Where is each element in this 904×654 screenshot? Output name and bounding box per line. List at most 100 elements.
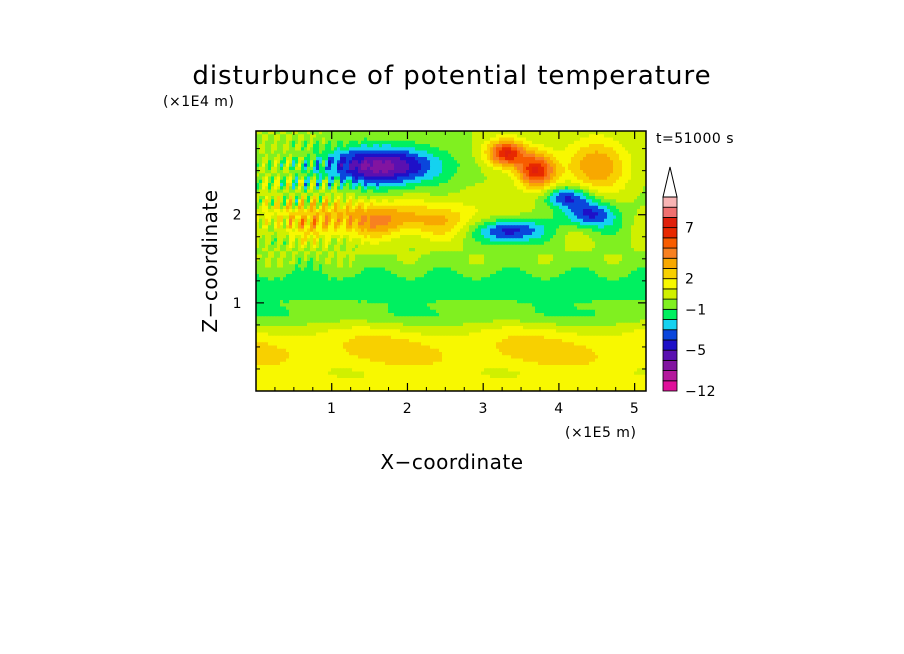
- field-cell: [556, 166, 560, 171]
- field-cell: [454, 131, 458, 135]
- field-cell: [328, 199, 332, 204]
- field-cell: [592, 160, 596, 165]
- field-cell: [517, 192, 521, 197]
- field-cell: [277, 170, 281, 174]
- field-cell: [319, 173, 323, 178]
- field-cell: [592, 218, 596, 223]
- field-cell: [466, 166, 470, 171]
- field-cell: [574, 160, 578, 165]
- field-cell: [601, 176, 605, 181]
- field-cell: [337, 183, 341, 187]
- field-cell: [418, 218, 422, 223]
- field-cell: [466, 222, 470, 226]
- field-cell: [478, 170, 482, 174]
- field-cell: [436, 144, 440, 148]
- field-cell: [289, 205, 293, 210]
- field-cell: [415, 218, 419, 223]
- field-cell: [607, 150, 611, 155]
- field-cell: [331, 166, 335, 171]
- field-cell: [505, 215, 509, 220]
- field-cell: [523, 163, 527, 168]
- field-cell: [295, 134, 299, 139]
- field-cell: [409, 157, 413, 161]
- field-cell: [607, 173, 611, 178]
- field-cell: [499, 192, 503, 197]
- field-cell: [535, 166, 539, 171]
- field-cell: [559, 186, 563, 191]
- field-cell: [625, 248, 629, 252]
- field-cell: [331, 251, 335, 256]
- field-cell: [274, 153, 278, 158]
- field-cell: [310, 140, 314, 145]
- field-cell: [535, 196, 539, 200]
- field-cell: [433, 157, 437, 161]
- field-cell: [394, 251, 398, 256]
- field-cell: [448, 150, 452, 155]
- field-cell: [448, 173, 452, 178]
- field-cell: [364, 163, 368, 168]
- field-cell: [328, 251, 332, 256]
- field-cell: [346, 248, 350, 252]
- field-cell: [268, 199, 272, 204]
- field-cell: [493, 183, 497, 187]
- field-cell: [346, 153, 350, 158]
- field-cell: [619, 144, 623, 148]
- field-cell: [619, 134, 623, 139]
- field-cell: [403, 196, 407, 200]
- field-cell: [301, 144, 305, 148]
- field-cell: [307, 134, 311, 139]
- field-cell: [604, 166, 608, 171]
- field-cell: [295, 144, 299, 148]
- field-cell: [262, 248, 266, 252]
- field-cell: [433, 192, 437, 197]
- field-cell: [424, 157, 428, 161]
- field-cell: [502, 150, 506, 155]
- field-cell: [361, 251, 365, 256]
- field-cell: [451, 228, 455, 233]
- field-cell: [298, 215, 302, 220]
- field-cell: [442, 147, 446, 152]
- field-cell: [502, 235, 506, 239]
- field-cell: [439, 238, 443, 243]
- field-cell: [559, 140, 563, 145]
- field-cell: [568, 228, 572, 233]
- field-cell: [493, 199, 497, 204]
- field-cell: [475, 144, 479, 148]
- field-cell: [520, 212, 524, 217]
- field-cell: [412, 254, 416, 259]
- field-cell: [391, 199, 395, 204]
- field-cell: [586, 192, 590, 197]
- field-cell: [481, 157, 485, 161]
- field-cell: [550, 251, 554, 256]
- field-cell: [325, 189, 329, 194]
- field-cell: [493, 176, 497, 181]
- field-cell: [493, 222, 497, 226]
- field-cell: [433, 202, 437, 207]
- field-cell: [427, 163, 431, 168]
- field-cell: [451, 244, 455, 249]
- field-cell: [361, 254, 365, 259]
- field-cell: [562, 225, 566, 230]
- field-cell: [322, 137, 326, 142]
- field-cell: [325, 166, 329, 171]
- field-cell: [556, 251, 560, 256]
- field-cell: [430, 147, 434, 152]
- field-cell: [544, 205, 548, 210]
- field-cell: [502, 192, 506, 197]
- field-cell: [301, 137, 305, 142]
- field-cell: [547, 153, 551, 158]
- field-cell: [619, 212, 623, 217]
- field-cell: [484, 199, 488, 204]
- field-cell: [499, 212, 503, 217]
- field-cell: [550, 248, 554, 252]
- field-cell: [592, 137, 596, 142]
- field-cell: [313, 140, 317, 145]
- field-cell: [562, 189, 566, 194]
- field-cell: [478, 131, 482, 135]
- field-cell: [619, 228, 623, 233]
- field-cell: [427, 228, 431, 233]
- field-cell: [532, 176, 536, 181]
- field-cell: [424, 160, 428, 165]
- field-cell: [514, 131, 518, 135]
- field-cell: [580, 228, 584, 233]
